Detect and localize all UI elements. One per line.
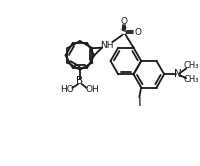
Text: O: O [120,17,127,26]
Text: B: B [76,76,83,86]
Text: S: S [121,27,127,37]
Text: HO: HO [60,85,73,94]
Text: O: O [135,28,142,37]
Text: CH₃: CH₃ [183,75,199,83]
Text: OH: OH [85,85,99,94]
Text: NH: NH [100,41,113,50]
Text: I: I [137,96,141,109]
Text: CH₃: CH₃ [183,61,199,70]
Text: N: N [174,69,181,79]
